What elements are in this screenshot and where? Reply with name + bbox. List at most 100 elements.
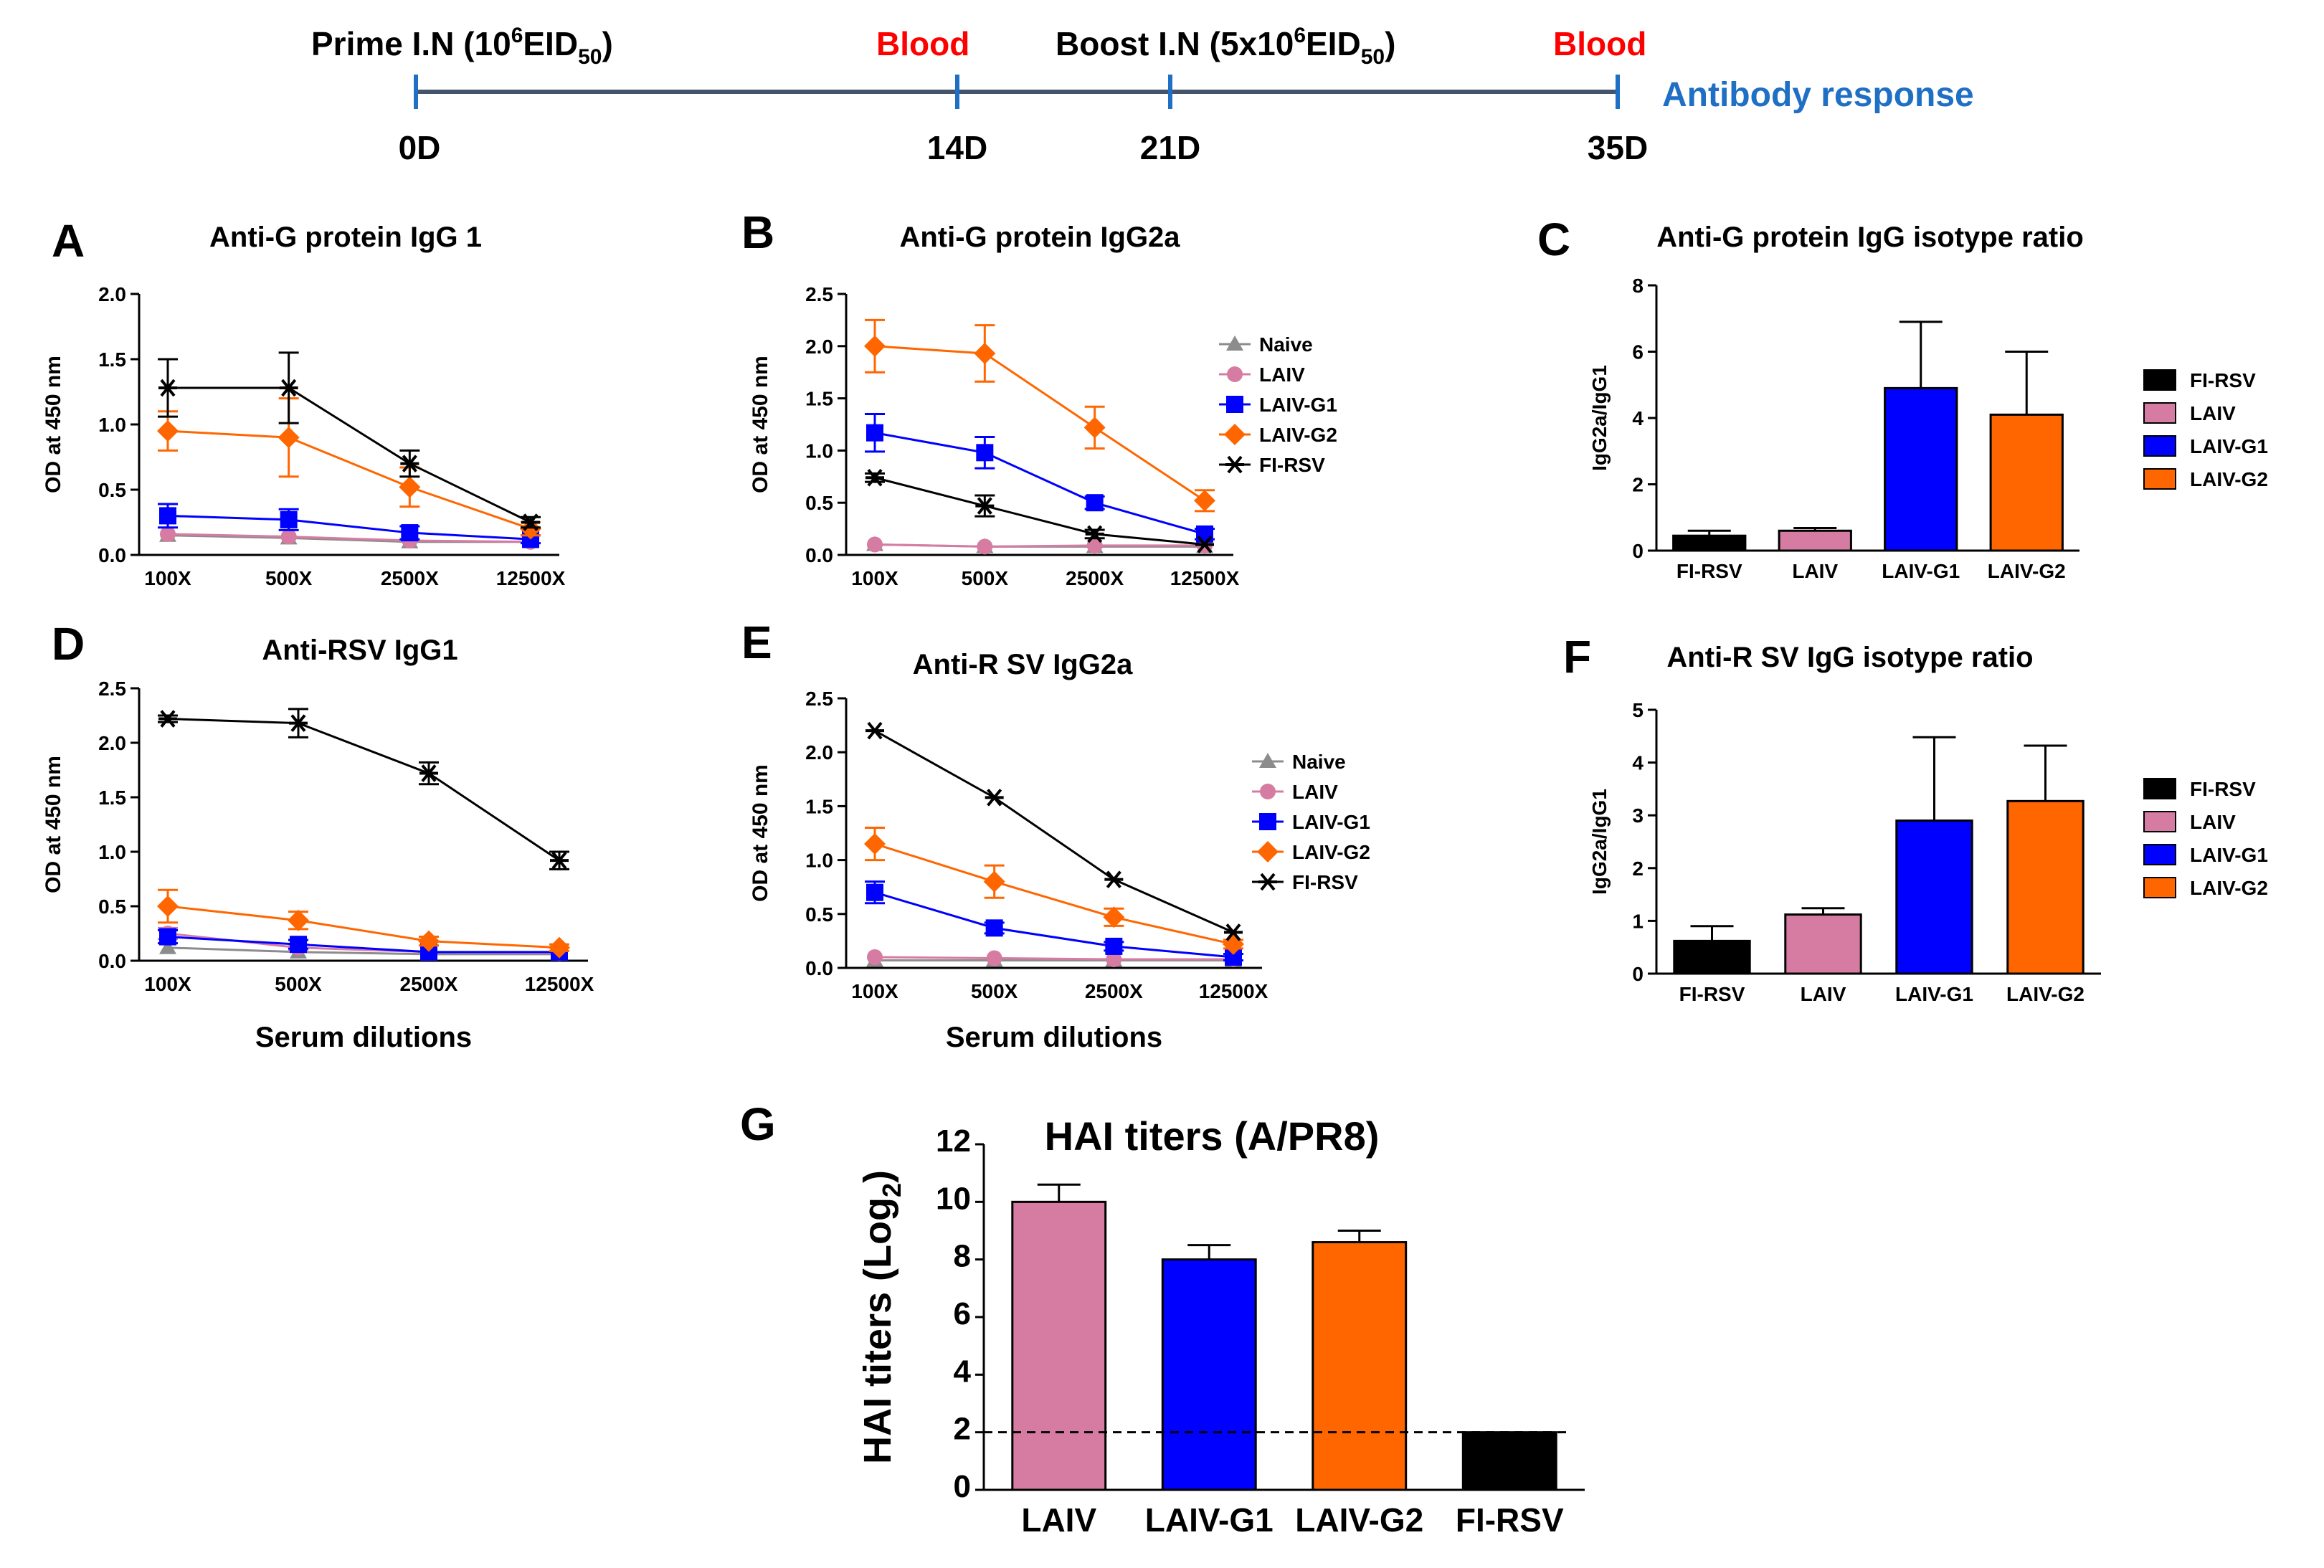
panel-b-ytick-label: 1.0 — [805, 439, 833, 462]
panel-f-ytick-label: 0 — [1632, 963, 1644, 985]
panel-g-ytick-label: 2 — [954, 1412, 971, 1447]
timeline-day-0: 0D — [399, 129, 441, 166]
panel-a-fi-rsv-marker — [158, 379, 177, 397]
panel-e-legend-fi-rsv-marker-d2 — [1260, 873, 1276, 891]
panel-b-fi-rsv-marker — [1085, 525, 1104, 543]
panel-a-ytick-label: 0.5 — [98, 479, 126, 501]
panel-d-laiv-g1-marker — [159, 928, 176, 946]
charts: A Anti-G protein IgG 1 0.0 0.5 1.0 1.5 2.0 OD a… — [42, 206, 2268, 1539]
panel-a-letter: A — [52, 215, 85, 267]
panel-f-legend-label: FI-RSV — [2190, 778, 2256, 800]
panel-b-ylabel: OD at 450 nm — [749, 356, 772, 493]
panel-f-ytick-label: 1 — [1632, 910, 1644, 932]
panel-a-ytick-label: 1.0 — [98, 414, 126, 436]
panel-g-ytick-label: 4 — [954, 1354, 972, 1389]
panel-e-legend-label: LAIV-G1 — [1292, 811, 1370, 833]
panel-e-ylabel: OD at 450 nm — [749, 764, 772, 902]
panel-e-xtick-label: 12500X — [1199, 980, 1268, 1002]
panel-f-bar-laiv-rect — [1784, 913, 1862, 975]
panel-f-bar-fi-rsv — [1673, 925, 1751, 975]
panel-g-letter: G — [740, 1098, 776, 1150]
panel-e-legend-label: Naive — [1292, 751, 1346, 773]
panel-g-ytick-label: 10 — [936, 1181, 971, 1216]
panel-f-legend-swatch — [2143, 844, 2176, 865]
panel-b-laiv-g2-line — [874, 345, 1205, 502]
panel-a-laiv-g1-marker — [159, 507, 176, 525]
panel-e-legend-naive-marker — [1259, 753, 1276, 768]
panel-c-bar-laiv-g2 — [1989, 351, 2064, 552]
panel-d-fi-rsv-marker-d2 — [551, 851, 567, 870]
panel-d-fi-rsv-line — [167, 718, 560, 862]
panel-d-laiv-g1-line — [167, 936, 559, 954]
panel-d-fi-rsv-marker — [289, 714, 308, 732]
panel-e-series-laiv-g2 — [864, 826, 1244, 955]
panel-e-legend-laiv-g1-marker — [1259, 813, 1276, 830]
panel-e-laiv-marker — [867, 949, 883, 965]
panel-e-ytick-label: 0.0 — [805, 957, 833, 979]
timeline: Prime I.N (106EID50) Blood Boost I.N (5x… — [311, 24, 1974, 166]
panel-f-xtick-label: LAIV — [1801, 983, 1846, 1005]
panel-b-laiv-g2-marker — [1083, 417, 1106, 439]
timeline-event-blood-2: Blood — [1553, 25, 1646, 62]
panel-b-legend-fi-rsv-marker-d2 — [1227, 455, 1243, 474]
panel-f-title: Anti-R SV IgG isotype ratio — [1666, 642, 2033, 673]
panel-a-laiv-g2-marker — [399, 476, 421, 498]
panel-c-legend-swatch — [2143, 468, 2176, 490]
panel-e-legend-label: LAIV-G2 — [1292, 841, 1370, 863]
panel-a-fi-rsv-marker-d2 — [281, 379, 297, 397]
panel-d-ytick-label: 0.5 — [98, 895, 126, 918]
panel-b-laiv-g1-marker — [866, 424, 883, 442]
panel-f-legend: FI-RSV LAIV LAIV-G1 LAIV-G2 — [2143, 778, 2268, 899]
panel-c-ytick-label: 6 — [1632, 341, 1644, 364]
panel-d-xlabel: Serum dilutions — [255, 1022, 472, 1053]
panel-d-title: Anti-RSV IgG1 — [262, 635, 457, 666]
panel-f-xtick-label: LAIV-G2 — [2006, 983, 2085, 1005]
panel-c-legend-label: LAIV-G1 — [2190, 435, 2268, 457]
panel-d-fi-rsv-marker-d2 — [290, 714, 306, 732]
ylabel-main: HAI titers (Log — [856, 1197, 899, 1464]
panel-b-fi-rsv-marker-d2 — [867, 468, 883, 487]
panel-b-legend-laiv-g2-marker — [1224, 424, 1246, 445]
panel-d-ytick-label: 2.0 — [98, 732, 126, 754]
panel-d-laiv-g2-marker — [418, 930, 440, 952]
panel-b-laiv-g1-marker — [976, 444, 994, 462]
panel-a-xtick-label: 500X — [265, 567, 313, 589]
panel-f-legend-label: LAIV — [2190, 811, 2236, 833]
panel-b-xtick-label: 2500X — [1066, 567, 1124, 589]
panel-g-ytick-label: 0 — [954, 1469, 971, 1504]
panel-e-xtick-label: 100X — [851, 980, 898, 1002]
panel-b-legend-label: Naive — [1259, 333, 1313, 356]
panel-c-bar-laiv-g1-rect — [1884, 386, 1958, 552]
panel-g-xtick-label: LAIV-G2 — [1295, 1501, 1423, 1539]
panel-b-laiv-g2-marker — [974, 342, 996, 364]
panel-f-legend-swatch — [2143, 811, 2176, 832]
panel-a-fi-rsv-marker-d2 — [402, 455, 417, 472]
panel-b-ytick-label: 0.5 — [805, 492, 833, 514]
panel-b-fi-rsv-marker-d2 — [1087, 525, 1103, 543]
panel-g-bar-laiv-g1-rect — [1161, 1258, 1257, 1491]
panel-e-fi-rsv-marker — [985, 789, 1004, 807]
panel-a: A Anti-G protein IgG 1 0.0 0.5 1.0 1.5 2.0 OD a… — [42, 215, 566, 589]
panel-b-legend-naive-marker — [1226, 336, 1243, 351]
panel-b-laiv-g2-marker — [864, 335, 886, 357]
panel-a-laiv-g1-line — [167, 514, 531, 541]
panel-e-ytick-label: 1.5 — [805, 795, 833, 817]
panel-g-ytick-label: 12 — [936, 1123, 971, 1159]
panel-f-legend-swatch — [2143, 778, 2176, 799]
panel-e-fi-rsv-marker — [1104, 870, 1124, 888]
panel-e-legend-label: LAIV — [1292, 781, 1338, 803]
panel-g-bar-laiv-rect — [1011, 1200, 1107, 1491]
panel-d-xtick-label: 2500X — [400, 973, 458, 995]
panel-f-legend-label: LAIV-G2 — [2190, 877, 2268, 899]
panel-g-title: HAI titers (A/PR8) — [1045, 1113, 1380, 1159]
panel-a-fi-rsv-marker — [279, 379, 298, 397]
panel-g-bar-laiv-g1 — [1161, 1244, 1257, 1491]
panel-d-xtick-label: 500X — [275, 973, 322, 995]
panel-e-laiv-marker — [986, 950, 1002, 966]
panel-d-letter: D — [52, 618, 85, 670]
panel-g-bar-laiv-g2-rect — [1312, 1241, 1408, 1491]
panel-e-xtick-label: 2500X — [1085, 980, 1143, 1002]
panel-e-title: Anti-R SV IgG2a — [913, 649, 1133, 680]
panel-a-ytick-label: 0.0 — [98, 544, 126, 566]
